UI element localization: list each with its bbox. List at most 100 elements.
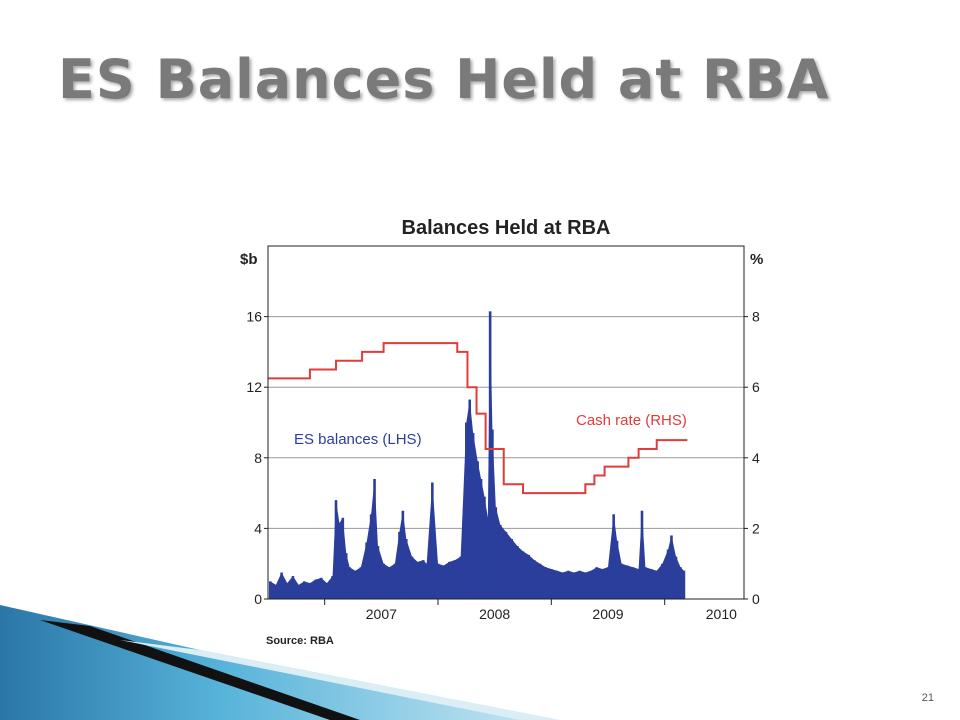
es-balance-bar xyxy=(314,579,317,599)
es-balance-bar xyxy=(550,568,553,599)
es-balance-bar xyxy=(416,561,419,599)
y-right-tick-label: 0 xyxy=(752,591,760,607)
gridlines xyxy=(268,316,744,529)
es-balance-bar xyxy=(476,461,479,599)
es-balance-bar xyxy=(393,563,397,599)
es-balance-bar xyxy=(521,551,525,599)
y-right-tick-label: 4 xyxy=(752,450,760,466)
y-left-tick-label: 16 xyxy=(246,309,262,325)
es-balance-bar xyxy=(670,535,673,599)
es-balance-bar xyxy=(387,567,391,599)
es-balance-bar xyxy=(479,478,483,599)
es-balance-bar xyxy=(376,546,380,599)
es-balance-bar xyxy=(567,570,570,599)
left-unit-label: $b xyxy=(240,251,258,268)
es-balance-bar xyxy=(341,517,345,599)
es-balance-bar xyxy=(319,577,323,599)
es-balance-bar xyxy=(442,565,445,599)
es-balance-bar xyxy=(453,560,457,599)
es-balance-bar xyxy=(334,500,338,599)
es-balance-bar xyxy=(344,553,348,599)
right-unit-label: % xyxy=(750,251,763,268)
es-balance-bar xyxy=(589,570,593,599)
es-balance-bar xyxy=(459,556,462,599)
tick-labels: 0 4 8 12 16 0 2 4 6 8 2007 2008 2009 2010 xyxy=(246,309,760,622)
y-right-tick-label: 6 xyxy=(752,379,760,395)
es-balance-bar xyxy=(359,567,363,599)
es-balance-bar xyxy=(373,478,376,599)
es-balance-bar xyxy=(486,517,490,599)
es-balance-bar xyxy=(655,570,659,599)
es-balance-bar xyxy=(471,433,475,599)
es-balance-bar xyxy=(631,567,635,599)
es-balance-bar xyxy=(640,510,644,599)
balances-chart: Balances Held at RBA $b % 0 4 8 12 16 0 2 4 6 8 20… xyxy=(240,217,763,647)
x-tick-label: 2008 xyxy=(479,606,510,622)
es-balance-bar xyxy=(448,561,451,599)
es-balance-bar xyxy=(285,583,289,599)
es-balance-bar xyxy=(365,542,368,599)
es-balance-bar xyxy=(682,570,686,599)
es-balance-bar xyxy=(612,514,615,599)
y-right-tick-label: 2 xyxy=(752,520,760,536)
es-balance-bar xyxy=(421,560,425,599)
y-left-tick-label: 4 xyxy=(254,520,262,536)
es-balance-bar xyxy=(538,563,542,599)
chart-container: Balances Held at RBA $b % 0 4 8 12 16 0 2 4 6 8 20… xyxy=(236,206,776,656)
es-balance-bar xyxy=(572,572,576,599)
es-balance-bar xyxy=(533,560,536,599)
es-balance-bar xyxy=(494,507,498,599)
plot-frame xyxy=(267,245,745,600)
es-balance-bar xyxy=(644,567,647,599)
es-balances-bars xyxy=(268,311,686,599)
es-balance-bar xyxy=(661,563,664,599)
es-balance-bar xyxy=(348,567,351,599)
es-balance-bar xyxy=(504,531,508,599)
es-balance-bar xyxy=(401,510,405,599)
es-balance-bar xyxy=(465,422,468,599)
es-balance-bar xyxy=(606,567,610,599)
y-left-tick-label: 0 xyxy=(254,591,262,607)
es-balance-bar xyxy=(274,584,278,599)
es-balance-bar xyxy=(516,546,519,599)
es-balance-bar xyxy=(297,584,300,599)
es-balance-bar xyxy=(499,524,502,599)
es-balance-bar xyxy=(483,496,486,599)
es-balance-bar xyxy=(431,482,434,599)
es-balance-bar xyxy=(404,538,408,599)
x-tick-label: 2010 xyxy=(706,606,737,622)
es-balance-bar xyxy=(666,549,670,599)
x-tick-label: 2009 xyxy=(592,606,623,622)
es-balance-bar xyxy=(544,567,547,599)
source-note: Source: RBA xyxy=(266,635,334,647)
es-balance-bar xyxy=(425,563,428,599)
es-balance-bar xyxy=(302,581,306,599)
es-balance-bar xyxy=(491,429,494,599)
es-balance-bar xyxy=(280,572,283,599)
cash-rate-legend-label: Cash rate (RHS) xyxy=(576,412,687,429)
es-balance-bar xyxy=(410,556,414,599)
es-balance-bar xyxy=(468,399,472,599)
es-balance-bar xyxy=(291,576,295,599)
es-balance-bar xyxy=(674,556,678,599)
es-balance-bar xyxy=(331,576,334,599)
es-balance-bar xyxy=(555,570,559,599)
chart-title: Balances Held at RBA xyxy=(402,217,611,239)
es-balance-bar xyxy=(637,568,640,599)
es-balance-bar xyxy=(398,531,401,599)
es-balance-bar xyxy=(595,567,598,599)
es-balance-bar xyxy=(679,567,682,599)
es-balance-bar xyxy=(488,311,492,599)
es-balance-bar xyxy=(268,581,272,599)
es-balances-legend-label: ES balances (LHS) xyxy=(294,431,422,448)
slide-title: ES Balances Held at RBA xyxy=(58,48,830,111)
es-balance-bar xyxy=(353,570,357,599)
page-number: 21 xyxy=(921,692,934,704)
es-balance-bar xyxy=(382,563,385,599)
es-balance-bar xyxy=(578,570,581,599)
y-left-tick-label: 12 xyxy=(246,379,262,395)
cash-rate-line xyxy=(268,342,688,495)
es-balance-bar xyxy=(615,540,619,599)
es-balance-bar xyxy=(527,554,530,599)
es-balance-bar xyxy=(601,568,604,599)
